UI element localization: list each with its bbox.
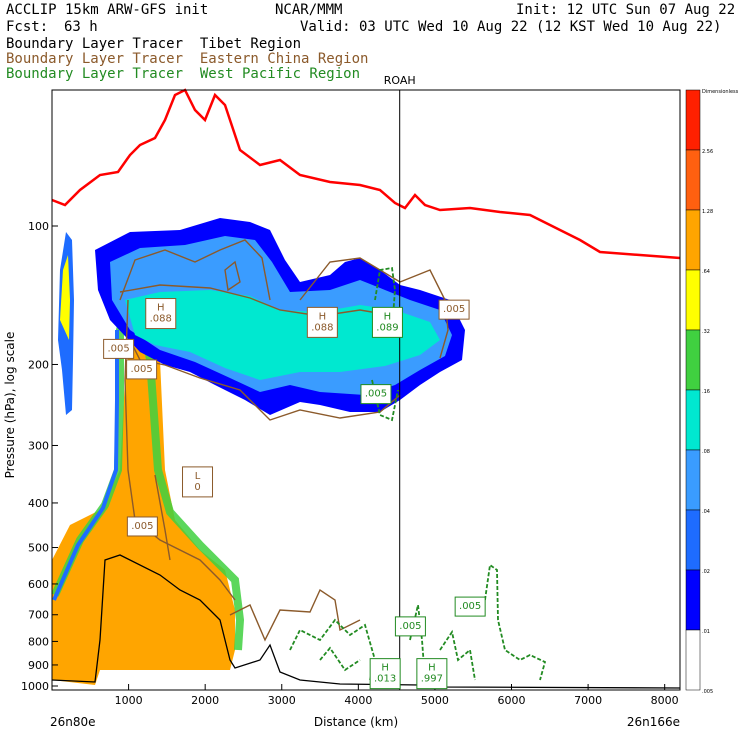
fcst-label: Fcst: xyxy=(6,19,49,35)
x-tick-label: 1000 xyxy=(115,694,143,707)
contour-label-text: .005 xyxy=(130,364,152,375)
x-tick-label: 7000 xyxy=(574,694,602,707)
contour-hl-label: .005 xyxy=(126,516,158,537)
contour-label-text: .088 xyxy=(311,322,333,333)
y-tick-label: 500 xyxy=(28,542,49,555)
colorbar-swatch xyxy=(685,509,701,571)
tropopause-line xyxy=(51,88,681,260)
x-tick-label: 3000 xyxy=(268,694,296,707)
contour-label-text: .005 xyxy=(399,621,421,632)
colorbar-label: .005 xyxy=(702,689,713,695)
y-tick-label: 300 xyxy=(28,439,49,452)
roah-marker-label: ROAH xyxy=(384,74,416,87)
terrain xyxy=(51,554,681,689)
contour-label-text: .005 xyxy=(443,304,465,315)
y-tick-label: 200 xyxy=(28,358,49,371)
colorbar-label: .32 xyxy=(702,329,710,335)
contour-label-text: .013 xyxy=(374,674,396,685)
y-tick-label: 900 xyxy=(28,659,49,672)
shading-blue-edge xyxy=(52,330,119,601)
colorbar-swatch xyxy=(685,389,701,451)
colorbar-label: .08 xyxy=(702,449,710,455)
x-axis-title: Distance (km) xyxy=(314,715,398,729)
shading-orange-core xyxy=(52,300,235,685)
y-tick-label: 600 xyxy=(28,578,49,591)
colorbar-swatch xyxy=(685,449,701,511)
legend-wpac: Boundary Layer Tracer West Pacific Regio… xyxy=(6,66,361,82)
legend-china: Boundary Layer Tracer Eastern China Regi… xyxy=(6,51,369,67)
colorbar-swatch xyxy=(685,209,701,271)
colorbar-label: .64 xyxy=(702,269,710,275)
x-tick-label: 6000 xyxy=(498,694,526,707)
x-tick-label: 4000 xyxy=(344,694,372,707)
contour-hl-label: H.013 xyxy=(369,658,401,690)
contour-hl-label: .005 xyxy=(126,359,158,380)
y-tick-label: 400 xyxy=(28,497,49,510)
contour-label-text: .005 xyxy=(365,389,387,400)
start-point-label: 26n80e xyxy=(50,715,96,729)
contour-label-text: H xyxy=(428,663,436,674)
contour-hl-label: H.089 xyxy=(371,306,403,338)
valid-label: Valid: 03 UTC Wed 10 Aug 22 (12 KST Wed … xyxy=(300,19,722,35)
contour-hl-label: .005 xyxy=(360,384,392,405)
org-label: NCAR/MMM xyxy=(275,2,343,18)
colorbar-label: Dimensionless xyxy=(702,89,739,95)
end-point-label: 26n166e xyxy=(627,715,680,729)
plot-frame xyxy=(51,89,681,691)
colorbar-label: 2.56 xyxy=(702,149,713,155)
y-tick-label: 1000 xyxy=(21,680,49,693)
contour-hl-label: H.088 xyxy=(145,298,177,330)
init-label: Init: 12 UTC Sun 07 Aug 22 xyxy=(516,2,736,18)
contour-label-text: 0 xyxy=(194,482,200,493)
contour-label-text: .997 xyxy=(421,674,443,685)
contour-label-text: .005 xyxy=(459,601,481,612)
terrain-line xyxy=(51,554,681,689)
y-tick-label: 700 xyxy=(28,609,49,622)
contour-label-text: .005 xyxy=(107,343,129,354)
colorbar-label: .01 xyxy=(702,629,710,635)
colorbar-swatch xyxy=(685,629,701,691)
colorbar-swatch xyxy=(685,89,701,151)
colorbar-swatch xyxy=(685,329,701,391)
colorbar-label: .02 xyxy=(702,569,710,575)
contour-label-text: .088 xyxy=(150,314,172,325)
contour-hl-label: L0 xyxy=(182,466,214,498)
contour-label-text: H xyxy=(384,311,392,322)
colorbar-label: .16 xyxy=(702,389,710,395)
contour-label-text: L xyxy=(195,471,201,482)
legend-tibet: Boundary Layer Tracer Tibet Region xyxy=(6,36,302,52)
colorbar-swatch xyxy=(685,269,701,331)
x-tick-label: 5000 xyxy=(421,694,449,707)
contour-label-text: .005 xyxy=(131,521,153,532)
colorbar-swatch xyxy=(685,149,701,211)
colorbar-swatch xyxy=(685,569,701,631)
contour-hl-label: .005 xyxy=(103,338,135,359)
contour-label-text: .089 xyxy=(376,322,398,333)
y-tick-label: 800 xyxy=(28,635,49,648)
contour-hl-label: .005 xyxy=(394,616,426,637)
fcst-value: 63 h xyxy=(64,19,98,35)
tibet-tracer-shading xyxy=(51,218,465,685)
y-tick-label: 100 xyxy=(28,220,49,233)
x-tick-label: 2000 xyxy=(191,694,219,707)
contour-hl-label: .005 xyxy=(438,299,470,320)
colorbar-label: 1.28 xyxy=(702,209,713,215)
x-tick-label: 8000 xyxy=(651,694,679,707)
colorbar-label: .04 xyxy=(702,509,710,515)
contour-label-text: H xyxy=(381,663,389,674)
title-left: ACCLIP 15km ARW-GFS init xyxy=(6,2,209,18)
contour-label-text: H xyxy=(157,303,165,314)
contour-hl-label: H.997 xyxy=(416,658,448,690)
contour-label-text: H xyxy=(319,311,327,322)
contour-hl-label: H.088 xyxy=(306,306,338,338)
y-axis-title: Pressure (hPa), log scale xyxy=(3,332,17,479)
contour-hl-label: .005 xyxy=(454,596,486,617)
